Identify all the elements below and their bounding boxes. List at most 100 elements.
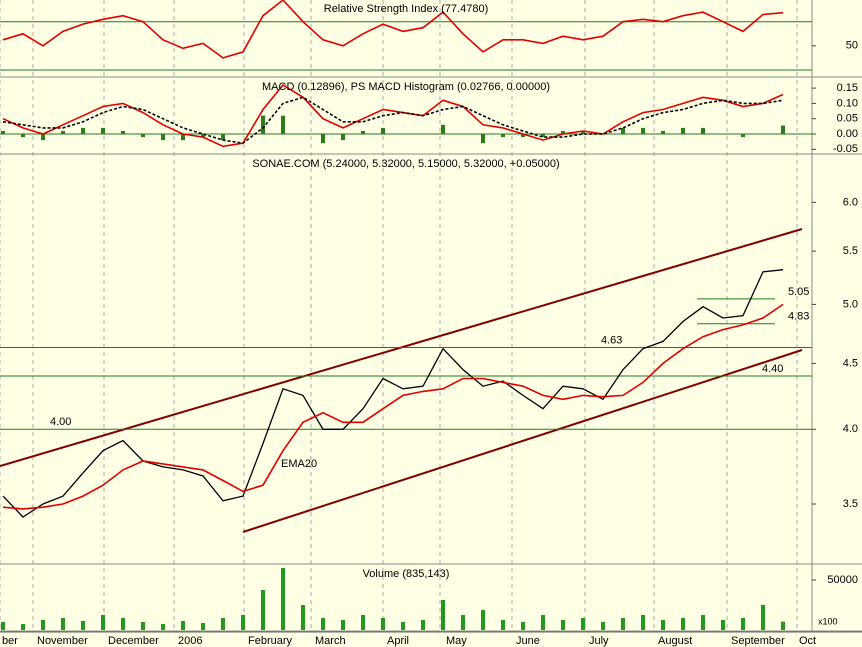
bar: [181, 134, 185, 141]
y-tick-label: -0.05: [833, 143, 858, 155]
bar: [281, 115, 285, 135]
y-tick-label: 4.5: [843, 357, 858, 369]
bar: [41, 620, 45, 630]
bar: [181, 621, 185, 630]
bar: [81, 127, 85, 135]
y-tick-label: 4.0: [843, 423, 858, 435]
y-tick-label: 50: [846, 40, 858, 52]
bar: [761, 605, 765, 630]
y-tick-label: 50000: [827, 574, 858, 586]
bar: [41, 134, 45, 141]
bar: [481, 134, 485, 144]
bar: [421, 620, 425, 630]
bar: [761, 134, 765, 135]
series-line: [2, 303, 784, 510]
bar: [201, 623, 205, 630]
bar: [381, 127, 385, 135]
bar: [721, 134, 725, 135]
bar: [641, 127, 645, 135]
bar: [161, 624, 165, 630]
bar: [341, 620, 345, 630]
bar: [541, 615, 545, 630]
x-tick-label: April: [387, 635, 409, 647]
level-label: 4.40: [762, 363, 783, 375]
bar: [581, 618, 585, 630]
bar: [61, 618, 65, 630]
panel-title: Relative Strength Index (77.4780): [324, 3, 489, 15]
bar: [1, 130, 5, 135]
x-tick-label: July: [589, 635, 609, 647]
bar: [301, 605, 305, 630]
bar: [781, 621, 785, 630]
bar: [501, 134, 505, 138]
bar: [641, 615, 645, 630]
bar: [521, 622, 525, 630]
y-tick-label: 0.05: [837, 113, 858, 125]
bar: [1, 622, 5, 630]
bar: [521, 134, 525, 138]
y-tick-label: 5.5: [843, 245, 858, 257]
bar: [281, 568, 285, 630]
bar: [101, 127, 105, 135]
bar: [341, 134, 345, 141]
bar: [701, 615, 705, 630]
bar: [321, 618, 325, 630]
y-tick-label: 5.0: [843, 298, 858, 310]
bar: [501, 620, 505, 630]
bar: [61, 130, 65, 135]
bar: [721, 620, 725, 630]
bar: [621, 618, 625, 630]
level-label: 4.83: [788, 311, 809, 323]
x-tick-label: December: [108, 635, 159, 647]
bar: [581, 130, 585, 135]
bar: [321, 134, 325, 144]
x-tick-label: Oct: [799, 635, 816, 647]
bar: [81, 621, 85, 630]
bar: [461, 615, 465, 630]
series-line: [2, 0, 784, 59]
bar: [561, 620, 565, 630]
bar: [121, 618, 125, 630]
level-label: 5.05: [788, 286, 809, 298]
bar: [401, 134, 405, 135]
x-tick-label: February: [248, 635, 293, 647]
bar: [561, 130, 565, 135]
y-tick-label: 0.10: [837, 97, 858, 109]
bar: [301, 134, 305, 135]
panel-title: MACD (0.12896), PS MACD Histogram (0.027…: [262, 81, 550, 93]
bar: [141, 134, 145, 138]
bar: [201, 134, 205, 138]
bar: [541, 134, 545, 138]
bar: [441, 124, 445, 135]
bar: [661, 620, 665, 630]
bar: [741, 618, 745, 630]
x-tick-label: November: [37, 635, 88, 647]
bar: [361, 130, 365, 135]
bar: [661, 130, 665, 135]
bar: [221, 618, 225, 630]
bar: [261, 115, 265, 135]
series-line: [2, 83, 784, 148]
bar: [741, 134, 745, 138]
x-tick-label: March: [315, 635, 346, 647]
bar: [141, 622, 145, 630]
bar: [621, 127, 625, 135]
bar: [681, 618, 685, 630]
y-tick-label: 0.00: [837, 128, 858, 140]
y-tick-label: 6.0: [843, 196, 858, 208]
x-tick-label: September: [731, 635, 785, 647]
x-tick-label: May: [446, 635, 467, 647]
panel-title: Volume (835,143): [363, 568, 450, 580]
bar: [161, 134, 165, 141]
x-tick-label: ber: [2, 635, 18, 647]
lower-trend-line: [242, 349, 803, 533]
vertical-grid: [0, 0, 798, 632]
bar: [241, 615, 245, 630]
level-label: 4.00: [50, 416, 71, 428]
bar: [481, 610, 485, 630]
unit-note: x100: [818, 616, 838, 626]
bar: [421, 134, 425, 135]
y-tick-label: 0.15: [837, 82, 858, 94]
x-tick-label: August: [658, 635, 692, 647]
x-tick-label: 2006: [178, 635, 202, 647]
